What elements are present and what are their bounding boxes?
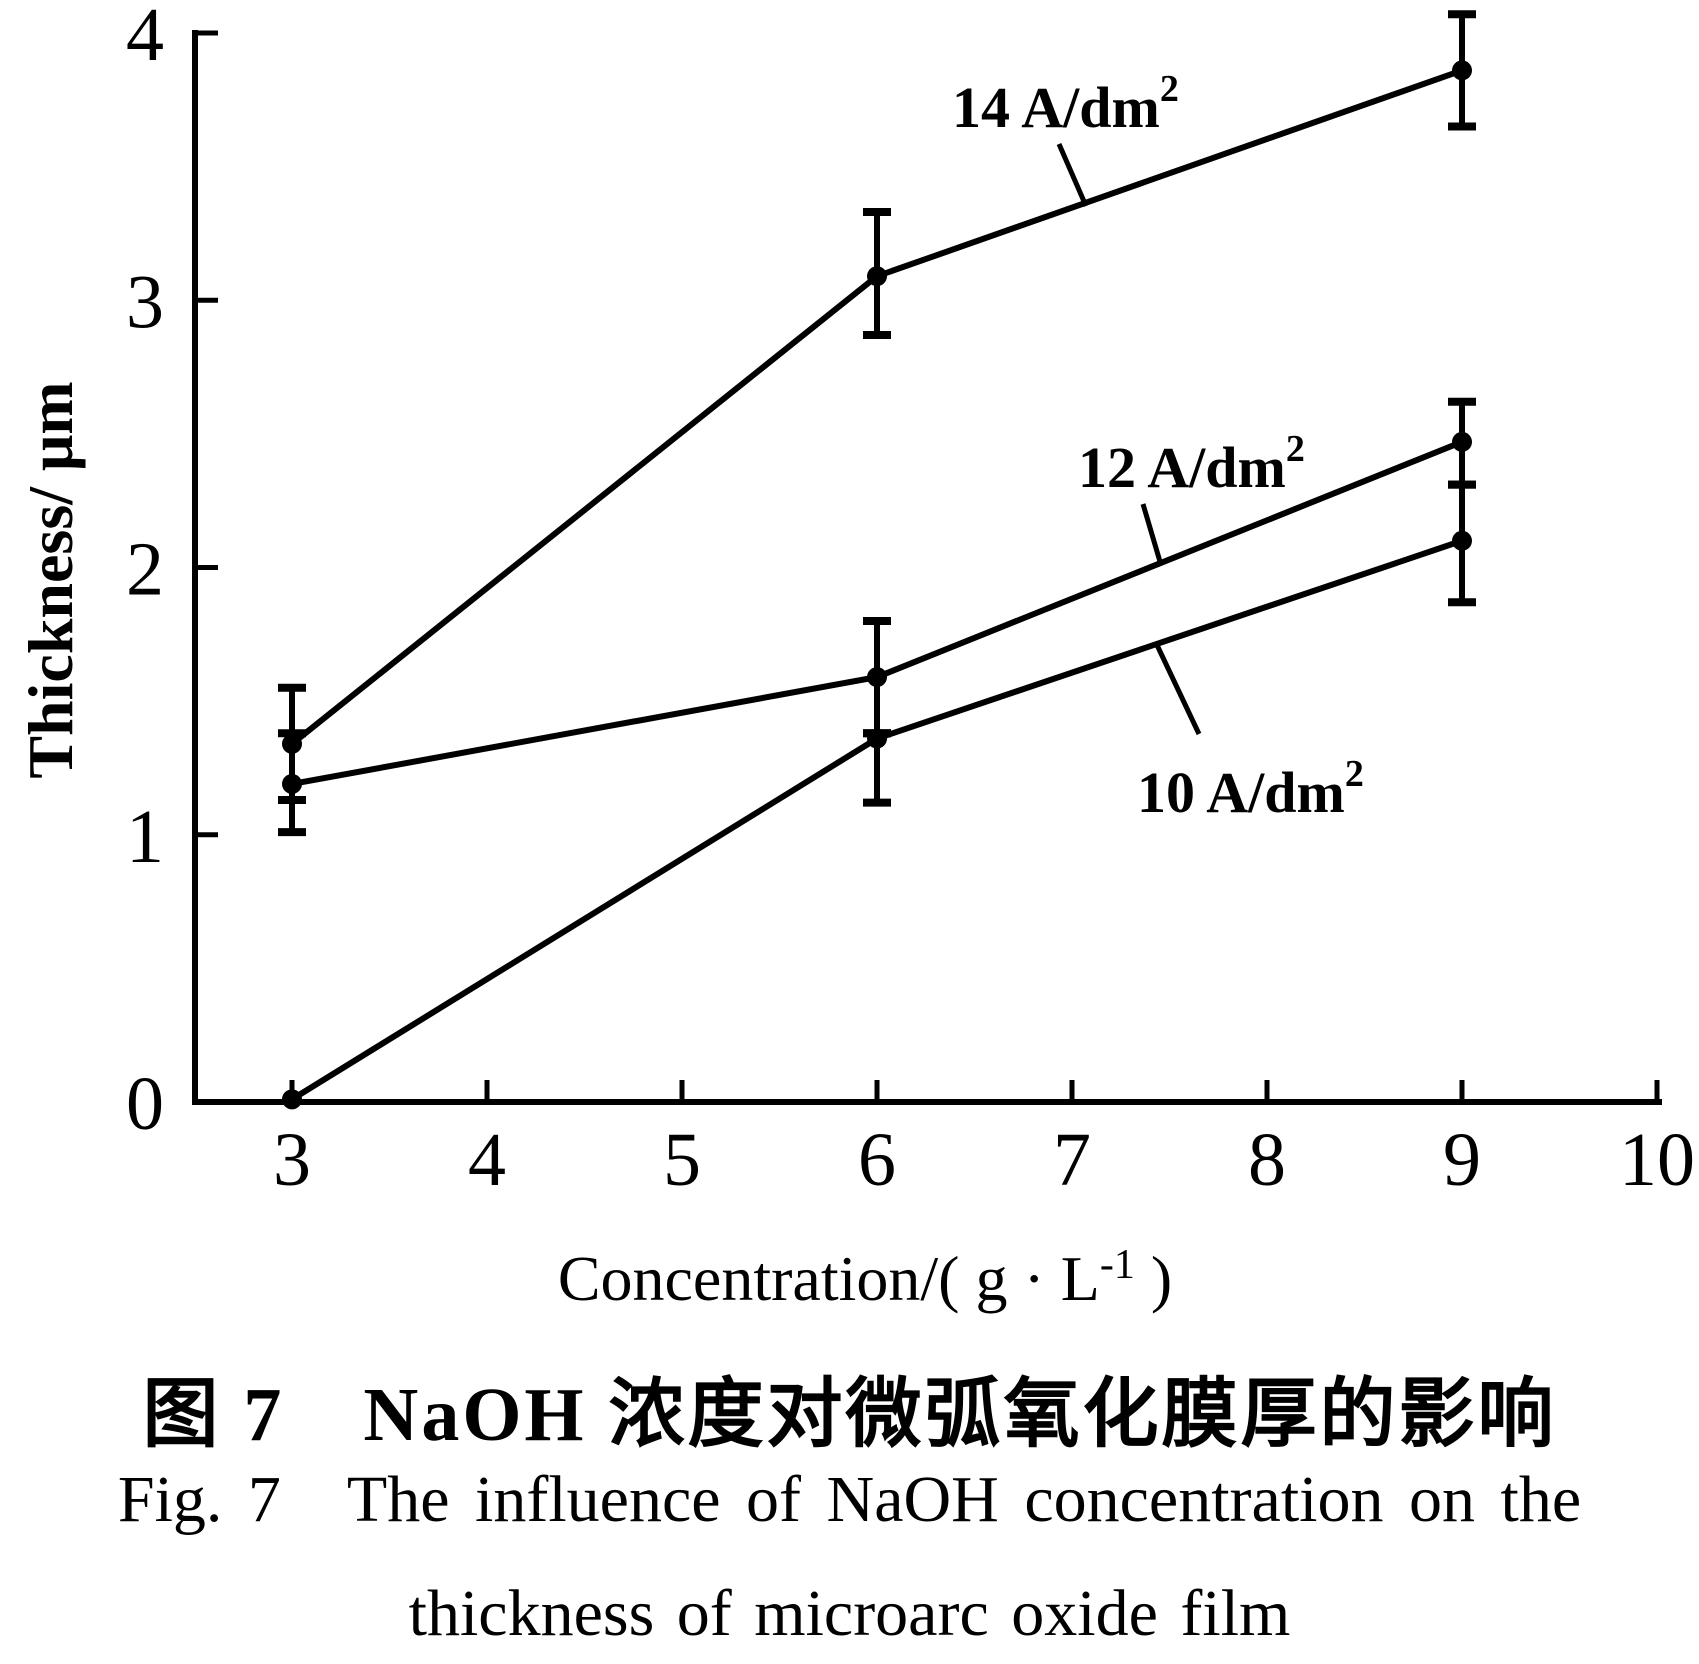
series-annotation: 10 A/dm2 [1137,643,1364,825]
annotation-leader-line [1140,503,1164,566]
annotation-label: 14 A/dm2 [952,68,1179,140]
annotation-label: 10 A/dm2 [1137,753,1364,825]
data-point [282,773,302,794]
y-tick-label: 0 [126,1062,164,1146]
axis-titles: Thickness/ μm Concentration/( g · L-1 ) [15,381,1172,1314]
series-annotation: 12 A/dm2 [1078,428,1305,566]
y-tick-label: 4 [126,0,164,77]
annotation-leader-line [1056,143,1089,207]
y-ticks: 0 1 2 3 4 [126,0,218,1146]
x-tick-label: 8 [1248,1118,1286,1202]
x-tick-label: 7 [1053,1118,1091,1202]
data-point [867,667,887,688]
x-tick-label: 9 [1443,1118,1481,1202]
x-tick-label: 10 [1619,1118,1695,1202]
caption-english-line1: Fig. 7 The influence of NaOH concentrati… [117,1463,1582,1536]
data-point [1452,431,1472,452]
y-axis-title: Thickness/ μm [15,381,86,778]
y-tick-label: 3 [126,260,164,344]
chart: 0 1 2 3 4 3 4 5 6 7 8 9 10 14 A/dm2 12 A/dm2 10 A/dm2 Th… [15,0,1695,1314]
y-tick-label: 1 [126,795,164,879]
data-point [1452,530,1472,551]
data-point [867,266,887,287]
series-10 [282,480,1476,1110]
data-point [1452,60,1472,81]
x-tick-label: 4 [468,1118,506,1202]
annotation-label: 12 A/dm2 [1078,428,1305,500]
x-tick-label: 3 [273,1118,311,1202]
caption-chinese: 图 7 NaOH 浓度对微弧氧化膜厚的影响 [142,1373,1557,1457]
data-point [282,1089,302,1110]
series-12 [278,397,1476,837]
y-tick-label: 2 [126,528,164,612]
axes [192,30,1662,1105]
series-annotation: 14 A/dm2 [952,68,1179,207]
x-ticks: 3 4 5 6 7 8 9 10 [273,1080,1695,1202]
annotation-leader-line [1154,643,1202,736]
x-tick-label: 5 [663,1118,701,1202]
data-point [867,728,887,749]
caption-english-line2: thickness of microarc oxide film [408,1577,1291,1650]
x-tick-label: 6 [858,1118,896,1202]
x-axis-title: Concentration/( g · L-1 ) [558,1242,1172,1314]
